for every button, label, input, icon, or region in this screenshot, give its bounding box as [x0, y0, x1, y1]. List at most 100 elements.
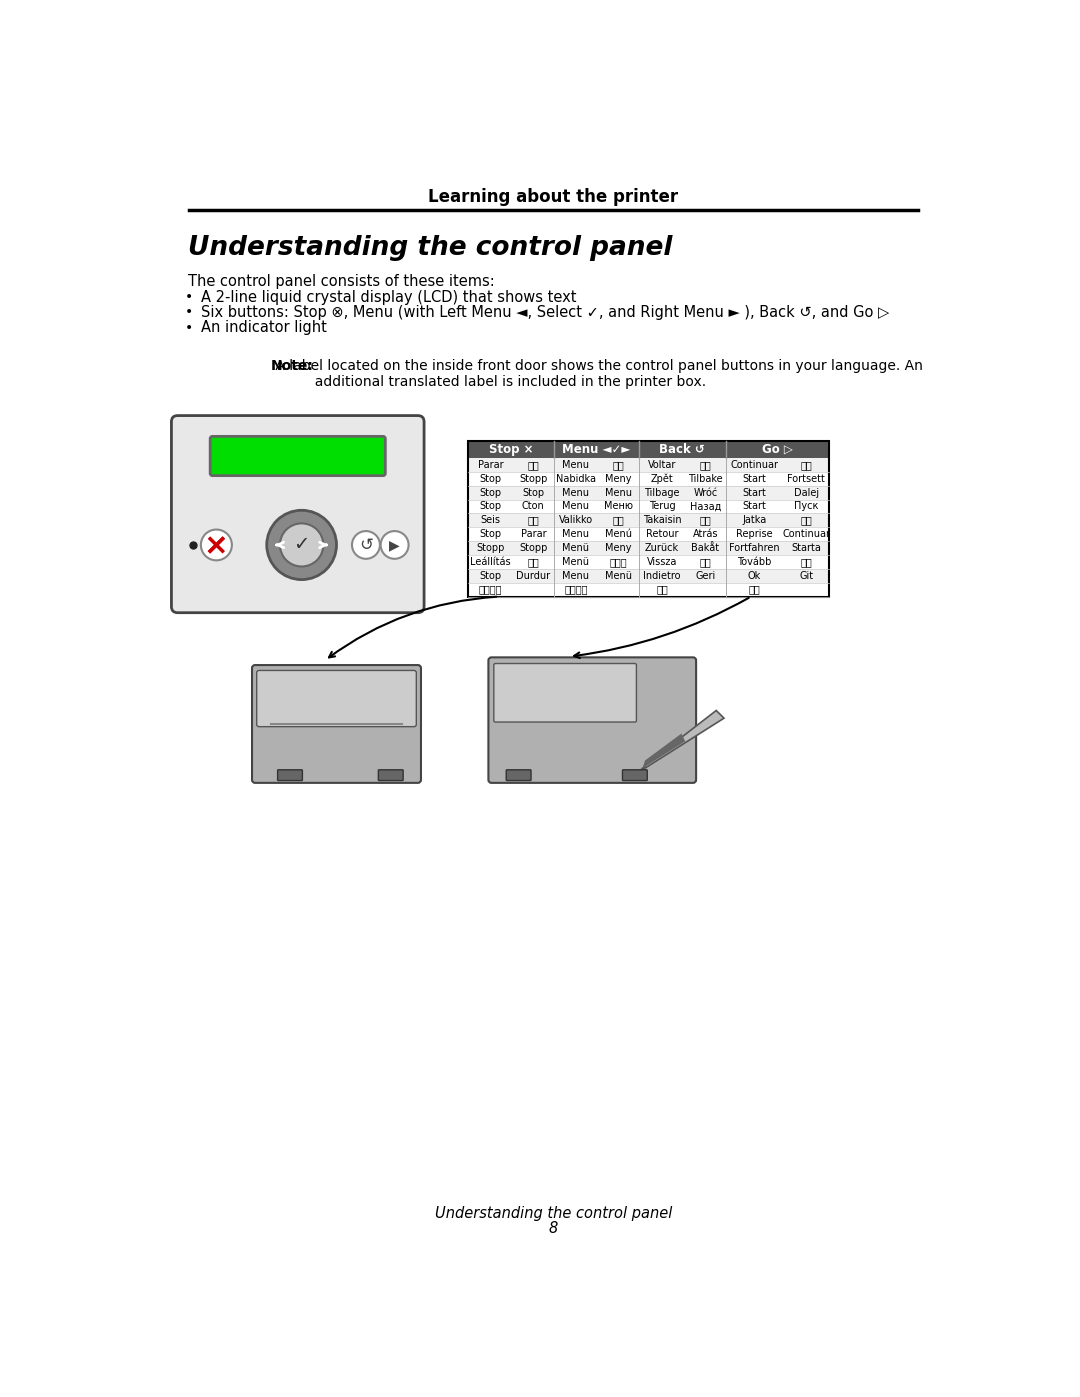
- Text: Stopp: Stopp: [519, 543, 548, 553]
- FancyBboxPatch shape: [257, 671, 416, 726]
- FancyBboxPatch shape: [252, 665, 421, 782]
- Text: 뒤로: 뒤로: [700, 460, 712, 469]
- Text: Continuar: Continuar: [782, 529, 831, 539]
- Text: Stop: Stop: [480, 488, 502, 497]
- Text: •: •: [185, 291, 193, 305]
- Text: 디뉴: 디뉴: [612, 460, 624, 469]
- Text: Note:: Note:: [271, 359, 313, 373]
- Text: Menü: Menü: [563, 557, 590, 567]
- Text: •: •: [185, 321, 193, 335]
- FancyBboxPatch shape: [211, 436, 386, 475]
- Text: Six buttons: Stop ⊗, Menu (with Left Menu ◄, Select ✓, and Right Menu ► ), Back : Six buttons: Stop ⊗, Menu (with Left Men…: [201, 305, 889, 320]
- Text: Meny: Meny: [606, 474, 632, 483]
- Text: Durdur: Durdur: [516, 571, 551, 581]
- Bar: [469, 555, 828, 569]
- Text: A label located on the inside front door shows the control panel buttons in your: A label located on the inside front door…: [271, 359, 922, 388]
- Text: Retour: Retour: [646, 529, 678, 539]
- Text: Understanding the control panel: Understanding the control panel: [435, 1206, 672, 1221]
- Text: Zpět: Zpět: [650, 474, 673, 483]
- Text: Leállítás: Leállítás: [471, 557, 511, 567]
- Text: Tilbage: Tilbage: [645, 488, 679, 497]
- Polygon shape: [638, 711, 724, 773]
- Text: Takaisin: Takaisin: [643, 515, 681, 525]
- Text: Parar: Parar: [521, 529, 546, 539]
- Text: Vissza: Vissza: [647, 557, 677, 567]
- Polygon shape: [643, 733, 685, 768]
- Text: Zurück: Zurück: [645, 543, 679, 553]
- Bar: [469, 500, 828, 513]
- Text: Start: Start: [743, 502, 767, 511]
- Text: Stop: Stop: [480, 571, 502, 581]
- Text: Stop: Stop: [480, 474, 502, 483]
- Text: 戻る: 戻る: [657, 584, 667, 595]
- Text: 実行: 実行: [748, 584, 760, 595]
- Bar: [469, 441, 828, 597]
- FancyBboxPatch shape: [622, 770, 647, 781]
- Text: Meny: Meny: [606, 543, 632, 553]
- Text: Start: Start: [743, 474, 767, 483]
- Text: Git: Git: [799, 571, 813, 581]
- Text: 8: 8: [549, 1221, 558, 1236]
- Text: メニュー: メニュー: [564, 584, 588, 595]
- Text: Cton: Cton: [522, 502, 544, 511]
- Text: Stop ×: Stop ×: [488, 443, 534, 455]
- Bar: [469, 541, 828, 555]
- Text: Atrás: Atrás: [692, 529, 718, 539]
- FancyBboxPatch shape: [172, 415, 424, 613]
- Text: Menu: Menu: [563, 460, 590, 469]
- Text: ↺: ↺: [359, 536, 373, 555]
- Text: 정지: 정지: [527, 460, 539, 469]
- Text: The control panel consists of these items:: The control panel consists of these item…: [188, 274, 495, 289]
- Text: Bakåt: Bakåt: [691, 543, 719, 553]
- Text: A 2-line liquid crystal display (LCD) that shows text: A 2-line liquid crystal display (LCD) th…: [201, 289, 577, 305]
- Text: 返回: 返回: [700, 557, 712, 567]
- Text: Menu: Menu: [563, 488, 590, 497]
- Text: ✓: ✓: [294, 535, 310, 555]
- Bar: [469, 458, 828, 472]
- Text: Back ↺: Back ↺: [659, 443, 705, 455]
- Bar: [469, 527, 828, 541]
- Text: Stop: Stop: [480, 529, 502, 539]
- FancyBboxPatch shape: [378, 770, 403, 781]
- Text: Learning about the printer: Learning about the printer: [429, 189, 678, 205]
- Bar: [469, 569, 828, 583]
- Text: Wróć: Wróć: [693, 488, 717, 497]
- Text: Menu: Menu: [563, 571, 590, 581]
- Text: Stop: Stop: [480, 502, 502, 511]
- Text: Stop: Stop: [523, 488, 544, 497]
- Text: Dalej: Dalej: [794, 488, 819, 497]
- Text: 返回: 返回: [700, 515, 712, 525]
- Text: 功能表: 功能表: [610, 557, 627, 567]
- Text: Menü: Menü: [563, 543, 590, 553]
- Text: Valikko: Valikko: [559, 515, 593, 525]
- Text: Reprise: Reprise: [737, 529, 773, 539]
- Bar: [469, 486, 828, 500]
- Text: Пуск: Пуск: [794, 502, 819, 511]
- Text: •: •: [185, 306, 193, 320]
- Circle shape: [201, 529, 232, 560]
- Text: Indietro: Indietro: [644, 571, 680, 581]
- FancyBboxPatch shape: [488, 658, 697, 782]
- Text: Stopp: Stopp: [519, 474, 548, 483]
- Text: Menu ◄✓►: Menu ◄✓►: [562, 443, 631, 455]
- Text: An indicator light: An indicator light: [201, 320, 327, 335]
- Text: Menú: Menú: [605, 529, 632, 539]
- Circle shape: [352, 531, 380, 559]
- Text: Tovább: Tovább: [738, 557, 772, 567]
- Bar: [469, 513, 828, 527]
- Text: 執行: 執行: [800, 557, 812, 567]
- Text: ▶: ▶: [389, 538, 400, 552]
- Text: Geri: Geri: [696, 571, 716, 581]
- Text: 계속: 계속: [800, 460, 812, 469]
- Text: Parar: Parar: [478, 460, 503, 469]
- Text: Nabidka: Nabidka: [556, 474, 596, 483]
- FancyBboxPatch shape: [278, 770, 302, 781]
- Bar: [469, 583, 828, 597]
- Text: 継続: 継続: [800, 515, 812, 525]
- Text: Continuar: Continuar: [730, 460, 779, 469]
- Text: Understanding the control panel: Understanding the control panel: [188, 236, 672, 261]
- Text: Menu: Menu: [563, 502, 590, 511]
- Text: Tilbake: Tilbake: [688, 474, 723, 483]
- Text: Terug: Terug: [649, 502, 675, 511]
- Text: Назад: Назад: [690, 502, 721, 511]
